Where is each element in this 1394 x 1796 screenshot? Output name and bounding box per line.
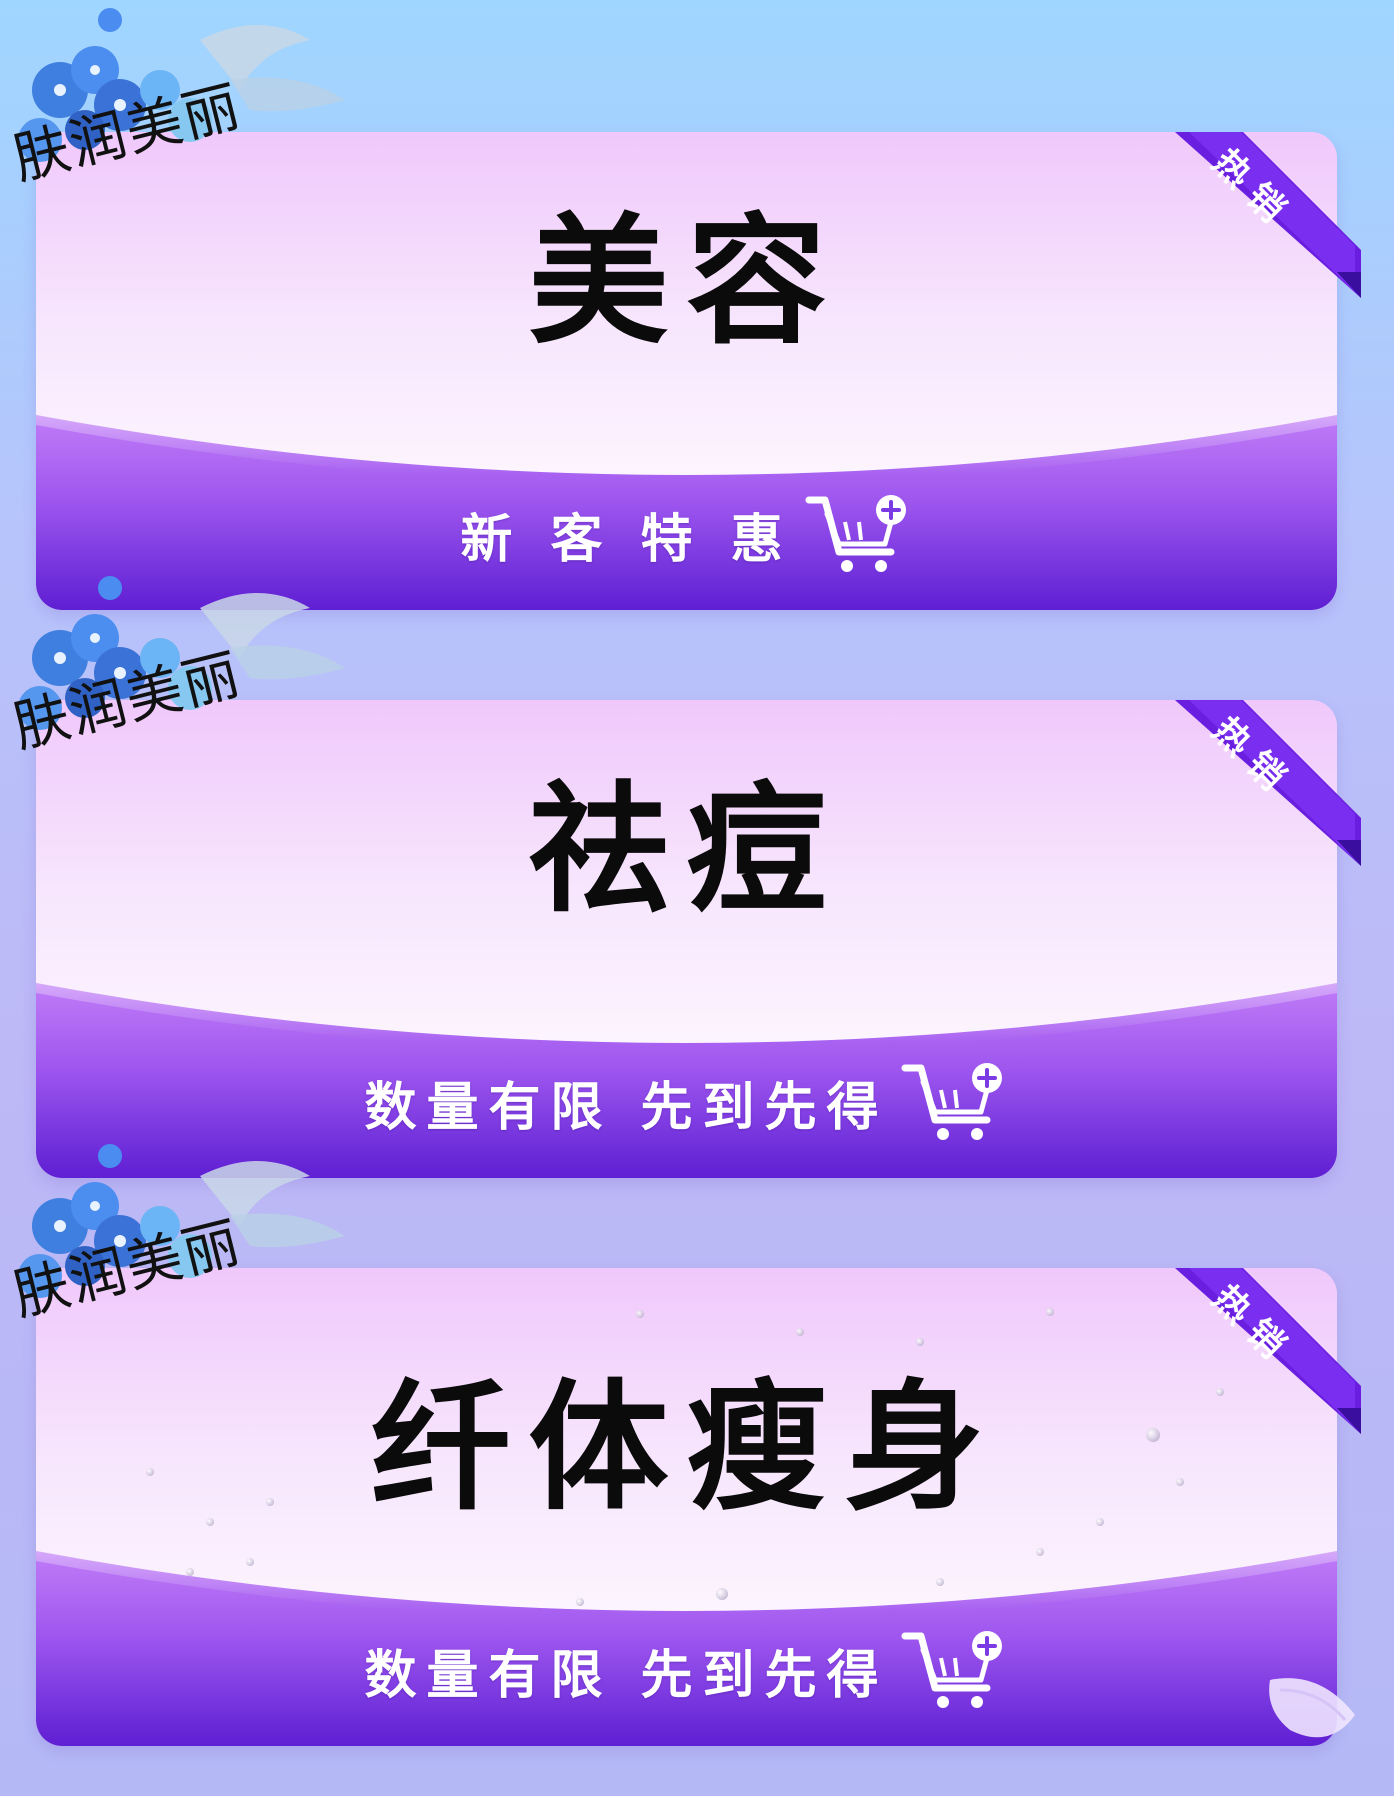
buy-button[interactable]: 新 客 特 惠 xyxy=(36,492,1337,576)
cart-plus-icon xyxy=(901,1631,1002,1708)
flower-decoration: 肤润美丽 xyxy=(0,1136,360,1356)
product-card-slimming[interactable]: 纤体瘦身 数量有限 先到先得 热销 xyxy=(36,1268,1361,1746)
flower-decoration: 肤润美丽 xyxy=(0,0,360,220)
flower-decoration: 肤润美丽 xyxy=(0,568,360,788)
cta-label: 数量有限 先到先得 xyxy=(364,1645,889,1706)
petal-decoration-icon xyxy=(1269,1678,1355,1738)
hot-sale-ribbon xyxy=(1175,132,1361,298)
product-card-acne[interactable]: 祛痘 数量有限 先到先得 热销 xyxy=(36,700,1361,1178)
flower-decoration-icon xyxy=(18,576,345,730)
cta-label: 数量有限 先到先得 xyxy=(364,1077,889,1138)
cart-plus-icon xyxy=(805,495,906,572)
hot-sale-ribbon xyxy=(1175,1268,1361,1434)
cart-plus-icon xyxy=(901,1063,1002,1140)
card-title: 纤体瘦身 xyxy=(370,1366,1003,1530)
flower-decoration-icon xyxy=(18,8,345,162)
hot-sale-ribbon xyxy=(1175,700,1361,866)
buy-button[interactable]: 数量有限 先到先得 xyxy=(36,1628,1337,1712)
card-title: 美容 xyxy=(528,200,845,364)
product-card-beauty[interactable]: 美容 新 客 特 惠 热销 xyxy=(36,132,1361,610)
cta-label: 新 客 特 惠 xyxy=(460,509,793,570)
card-title: 祛痘 xyxy=(528,768,845,932)
flower-decoration-icon xyxy=(18,1144,345,1298)
buy-button[interactable]: 数量有限 先到先得 xyxy=(36,1060,1337,1144)
